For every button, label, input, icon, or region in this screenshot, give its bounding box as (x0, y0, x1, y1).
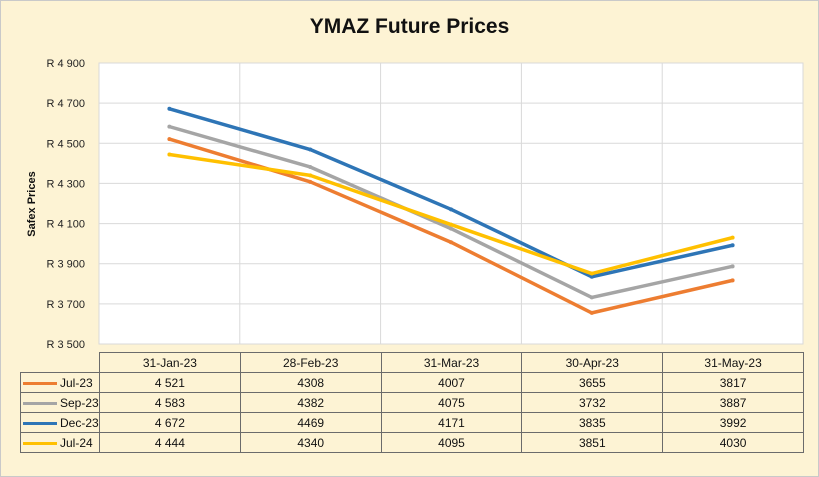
table-body: Jul-23 4 521 4308 4007 3655 3817 Sep-23 4 583 43… (20, 372, 804, 453)
y-tick-label: R 4 500 (46, 138, 85, 150)
y-tick-label: R 4 900 (46, 58, 85, 70)
data-point-jul-24 (589, 271, 594, 276)
table-cell-value: 3992 (662, 412, 804, 433)
data-point-sep-23 (449, 226, 453, 231)
data-point-sep-23 (589, 295, 594, 300)
table-cell-value: 3732 (521, 392, 664, 413)
legend-label: Jul-24 (60, 435, 93, 450)
data-point-sep-23 (167, 124, 172, 129)
data-point-jul-23 (730, 278, 735, 283)
table-row: Sep-23 4 583 4382 4075 3732 3887 (20, 392, 804, 413)
data-point-sep-23 (730, 264, 735, 269)
data-point-jul-24 (167, 152, 172, 157)
table-corner (21, 353, 100, 373)
legend-entry: Jul-24 (20, 432, 100, 453)
x-tick-label: 30-Apr-23 (521, 352, 664, 373)
y-tick-label: R 3 700 (46, 299, 85, 311)
data-table: 31-Jan-23 28-Feb-23 31-Mar-23 30-Apr-23 31-M… (20, 352, 804, 453)
data-point-jul-24 (308, 173, 313, 178)
data-point-jul-23 (449, 240, 453, 245)
legend-swatch (23, 401, 57, 405)
table-cell-value: 4007 (380, 372, 523, 393)
table-cell-value: 4 672 (99, 412, 241, 433)
y-tick-label: R 4 100 (46, 219, 85, 231)
legend-swatch (23, 381, 57, 385)
table-cell-value: 4308 (239, 372, 382, 393)
table-cell-value: 4469 (239, 412, 382, 433)
data-point-dec-23 (449, 207, 453, 212)
table-cell-value: 4 444 (99, 432, 241, 453)
x-tick-label: 31-Jan-23 (99, 352, 241, 373)
table-header-row: 31-Jan-23 28-Feb-23 31-Mar-23 30-Apr-23 31-M… (21, 352, 804, 373)
chart-title: YMAZ Future Prices (309, 15, 510, 38)
table-cell-value: 4171 (380, 412, 523, 433)
y-tick-label: R 3 900 (46, 259, 85, 271)
data-point-dec-23 (167, 106, 172, 111)
legend-label: Jul-23 (60, 375, 93, 390)
x-tick-label: 28-Feb-23 (239, 352, 382, 373)
legend-swatch (23, 421, 57, 425)
y-tick-label: R 4 300 (46, 178, 85, 190)
table-cell-value: 3817 (662, 372, 804, 393)
legend-entry: Jul-23 (20, 372, 100, 393)
data-point-sep-23 (308, 164, 313, 169)
table-row: Jul-24 4 444 4340 4095 3851 4030 (20, 432, 804, 453)
x-tick-label: 31-May-23 (662, 352, 804, 373)
table-cell-value: 4 521 (99, 372, 241, 393)
data-point-jul-23 (167, 137, 172, 142)
data-point-dec-23 (730, 243, 735, 248)
plot-area (99, 63, 803, 344)
table-row: Jul-23 4 521 4308 4007 3655 3817 (20, 372, 804, 393)
data-point-jul-24 (449, 222, 453, 227)
table-cell-value: 3887 (662, 392, 804, 413)
table-cell-value: 4340 (239, 432, 382, 453)
legend-label: Sep-23 (60, 395, 99, 410)
table-cell-value: 4 583 (99, 392, 241, 413)
table-cell-value: 4095 (380, 432, 523, 453)
table-cell-value: 3851 (521, 432, 664, 453)
table-cell-value: 4075 (380, 392, 523, 413)
line-chart: R 3 500 R 3 700 R 3 900 R 4 100 R 4 300 R 4 5… (46, 58, 804, 351)
data-point-jul-23 (308, 179, 313, 184)
y-tick-label: R 3 500 (46, 339, 85, 351)
table-cell-value: 3835 (521, 412, 664, 433)
legend-label: Dec-23 (60, 415, 99, 430)
plot-border (98, 62, 804, 345)
legend-swatch (23, 441, 57, 445)
table-cell-value: 4382 (239, 392, 382, 413)
x-tick-label: 31-Mar-23 (380, 352, 523, 373)
legend-entry: Dec-23 (20, 412, 100, 433)
table-cell-value: 4030 (662, 432, 804, 453)
data-point-dec-23 (308, 147, 313, 152)
data-point-jul-24 (730, 235, 735, 240)
data-point-dec-23 (589, 274, 594, 279)
table-cell-value: 3655 (521, 372, 664, 393)
table-row: Dec-23 4 672 4469 4171 3835 3992 (20, 412, 804, 433)
legend-entry: Sep-23 (20, 392, 100, 413)
data-point-jul-23 (589, 310, 594, 315)
y-tick-label: R 4 700 (46, 98, 85, 110)
